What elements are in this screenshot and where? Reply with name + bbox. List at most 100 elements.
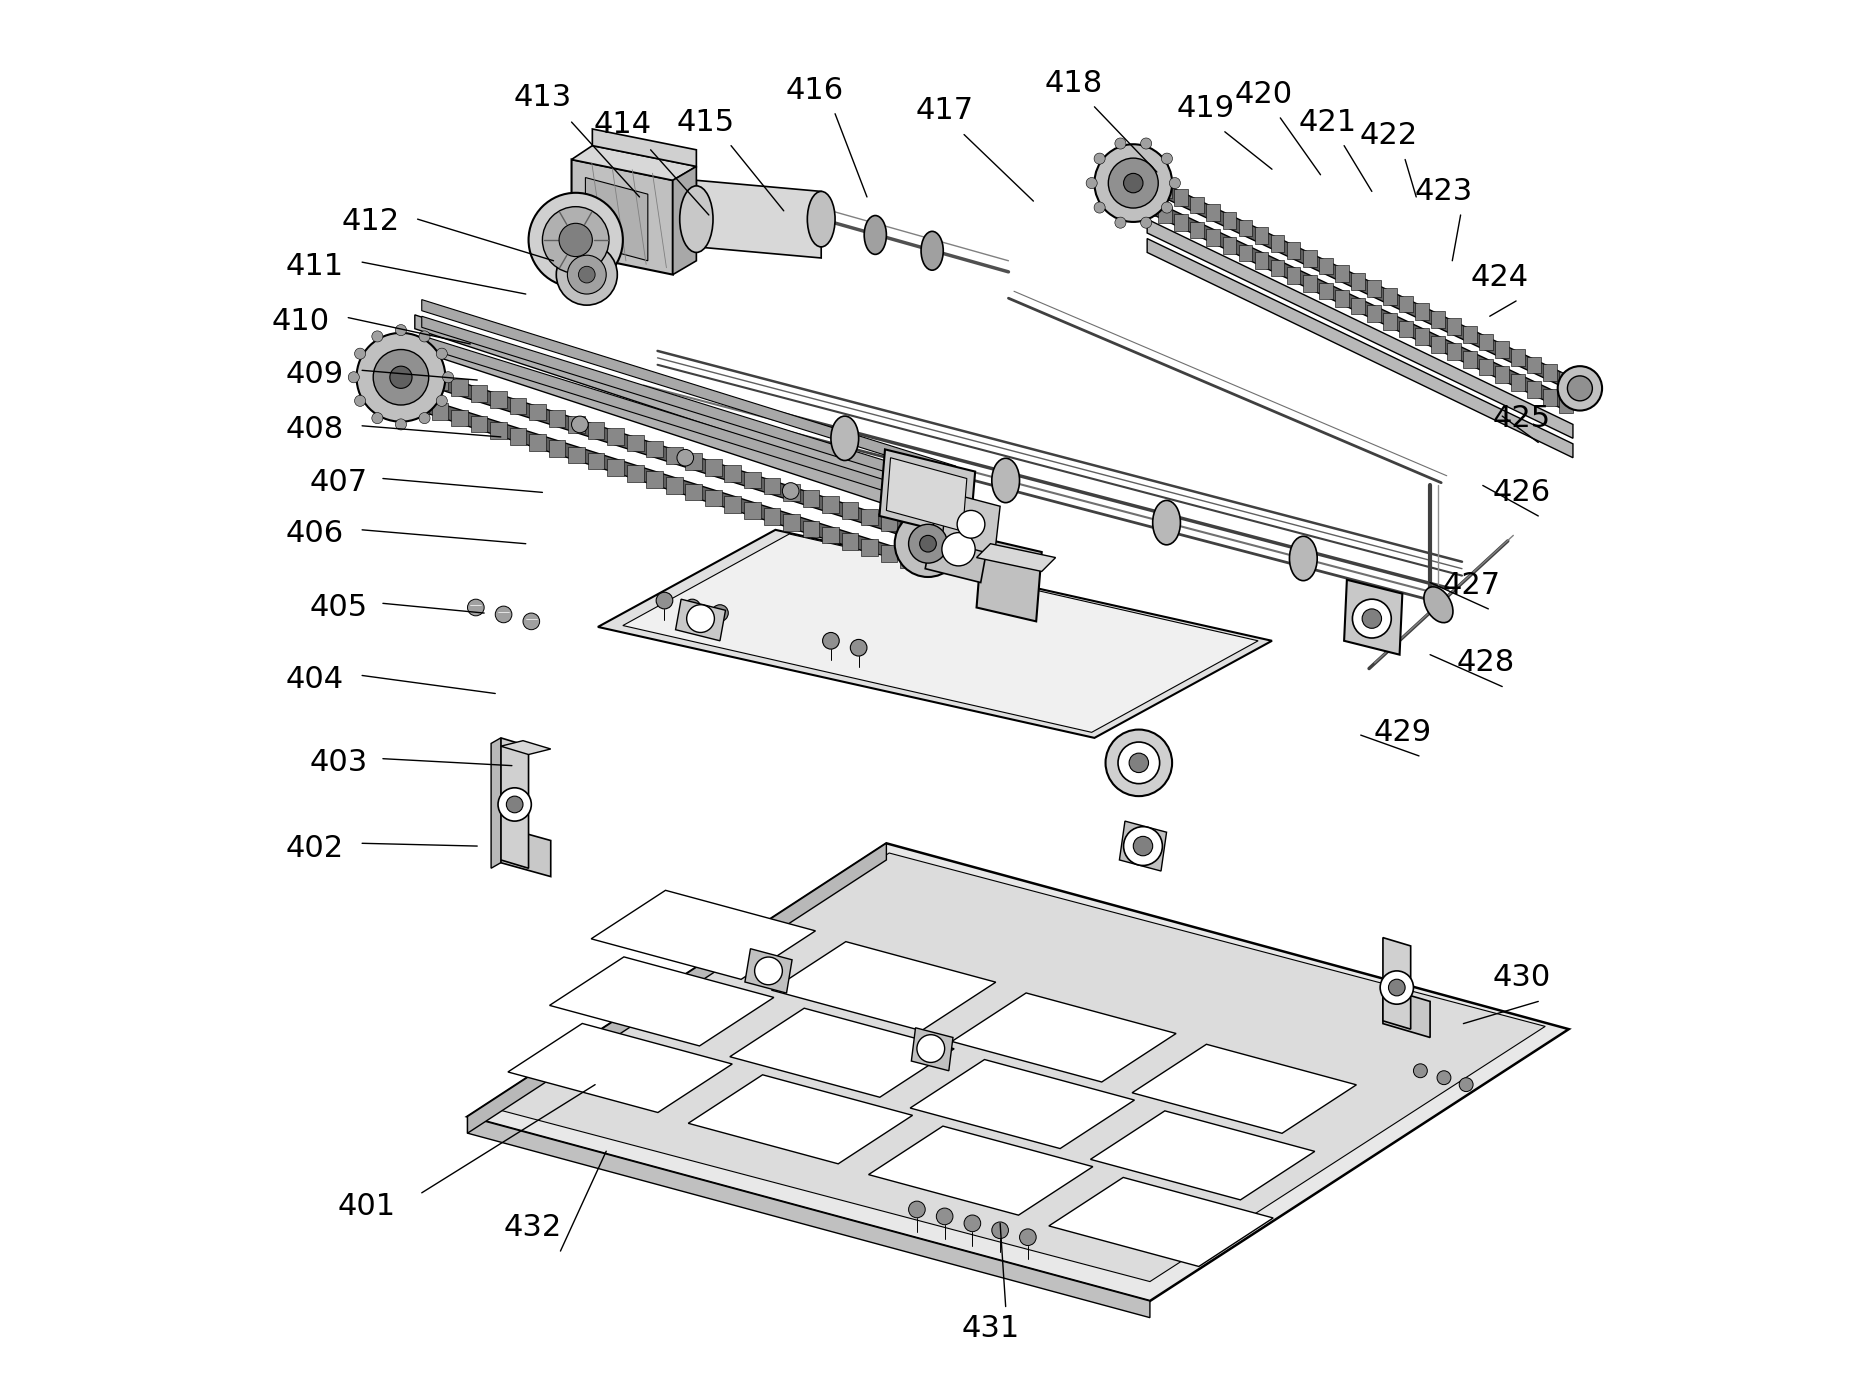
Polygon shape [584,178,647,261]
Circle shape [506,796,523,813]
Polygon shape [1206,229,1221,245]
Circle shape [436,395,447,406]
Circle shape [390,366,412,388]
Circle shape [1085,178,1096,189]
Text: 405: 405 [310,594,367,621]
Polygon shape [607,459,623,476]
Circle shape [1161,203,1172,214]
Polygon shape [684,484,701,501]
Ellipse shape [864,215,887,254]
Polygon shape [696,180,820,258]
Polygon shape [1286,243,1300,259]
Polygon shape [868,1126,1093,1215]
Circle shape [916,1035,944,1062]
Text: 404: 404 [286,666,343,694]
Polygon shape [492,738,501,868]
Polygon shape [571,160,672,275]
Text: 415: 415 [677,108,735,136]
Polygon shape [1143,198,1156,215]
Polygon shape [879,515,896,531]
Polygon shape [623,534,1258,732]
Circle shape [850,639,866,656]
Circle shape [755,957,783,985]
Polygon shape [1414,304,1428,320]
Polygon shape [1414,329,1428,345]
Text: 421: 421 [1298,108,1356,136]
Polygon shape [822,497,838,513]
Circle shape [1115,137,1126,148]
Circle shape [1093,153,1104,164]
Ellipse shape [1423,587,1452,623]
Polygon shape [414,336,920,516]
Circle shape [467,599,484,616]
Polygon shape [723,497,740,513]
Polygon shape [1254,252,1267,269]
Text: 432: 432 [503,1214,562,1241]
Text: 420: 420 [1234,80,1293,108]
Polygon shape [1430,311,1443,327]
Polygon shape [666,447,683,463]
Polygon shape [1286,268,1300,284]
Polygon shape [1447,319,1460,336]
Polygon shape [432,373,449,390]
Polygon shape [1133,191,1566,411]
Circle shape [542,207,608,273]
Polygon shape [744,949,792,993]
Text: 430: 430 [1491,964,1551,992]
Text: 424: 424 [1469,264,1529,291]
Circle shape [1352,599,1391,638]
Circle shape [1567,376,1592,401]
Polygon shape [952,993,1176,1082]
Polygon shape [508,1024,733,1112]
Circle shape [419,331,430,343]
Text: 426: 426 [1491,479,1551,506]
Polygon shape [646,441,662,458]
Polygon shape [549,441,566,458]
Polygon shape [393,391,410,408]
Polygon shape [1558,372,1571,388]
Circle shape [822,632,838,649]
Polygon shape [467,843,1567,1301]
Circle shape [1414,1064,1426,1078]
Text: 427: 427 [1441,571,1501,599]
Text: 403: 403 [310,749,367,777]
Polygon shape [1334,290,1349,307]
Circle shape [395,325,406,336]
Polygon shape [1365,280,1380,297]
Polygon shape [549,411,566,427]
Polygon shape [467,843,887,1133]
Polygon shape [1222,212,1235,229]
Circle shape [556,244,618,305]
Polygon shape [1382,288,1397,305]
Circle shape [710,605,727,621]
Circle shape [677,449,694,466]
Text: 401: 401 [338,1193,395,1221]
Polygon shape [1343,580,1402,655]
Circle shape [558,223,592,257]
Polygon shape [421,300,955,477]
Polygon shape [501,738,529,868]
Polygon shape [1271,234,1284,251]
Polygon shape [1527,356,1540,373]
Text: 428: 428 [1456,649,1514,677]
Text: 408: 408 [286,416,343,444]
Circle shape [909,524,946,563]
Polygon shape [1317,258,1332,275]
Polygon shape [1493,366,1508,383]
Polygon shape [879,545,896,562]
Polygon shape [529,404,545,420]
Polygon shape [1510,350,1525,366]
Polygon shape [900,522,916,538]
Polygon shape [627,434,644,451]
Polygon shape [801,520,818,537]
Polygon shape [1222,237,1235,254]
Ellipse shape [920,232,942,270]
Polygon shape [1334,265,1349,282]
Polygon shape [783,515,800,531]
Circle shape [1169,178,1180,189]
Circle shape [963,1215,979,1232]
Polygon shape [1254,227,1267,244]
Ellipse shape [679,186,712,252]
Polygon shape [762,477,779,494]
Polygon shape [684,454,701,470]
